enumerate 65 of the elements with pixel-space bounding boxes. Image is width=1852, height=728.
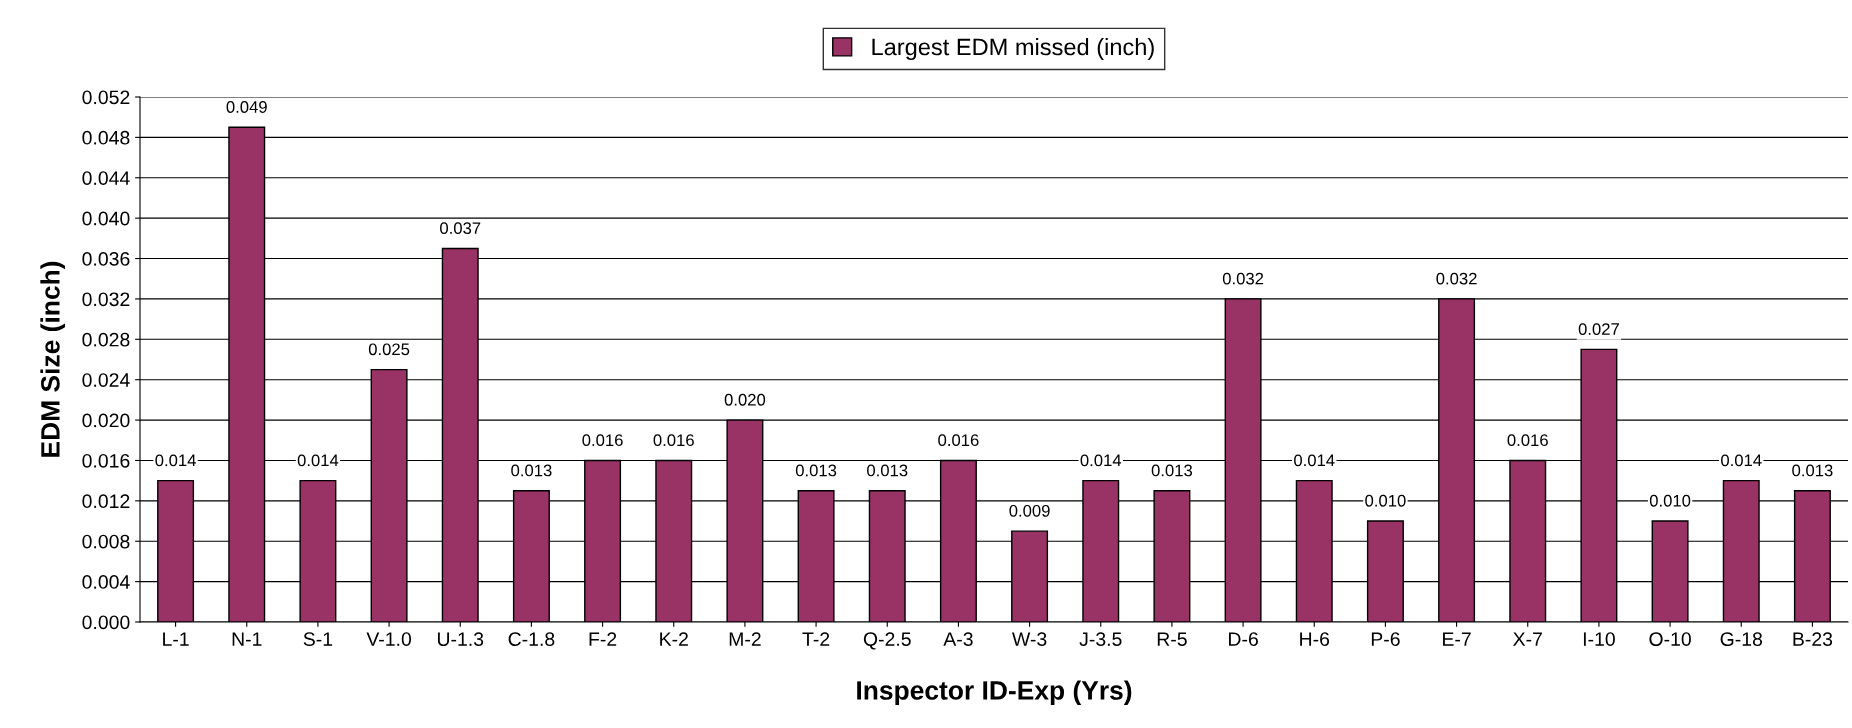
data-label: 0.013 bbox=[795, 464, 837, 477]
legend-label: Largest EDM missed (inch) bbox=[872, 37, 1154, 60]
data-label: 0.032 bbox=[1436, 272, 1477, 285]
data-label: 0.014 bbox=[1080, 454, 1122, 467]
data-label: 0.014 bbox=[155, 454, 196, 467]
x-tick-label: B-23 bbox=[1793, 632, 1833, 646]
data-label: 0.020 bbox=[724, 393, 766, 406]
y-tick-label: 0.000 bbox=[82, 615, 130, 630]
y-tick-label: 0.028 bbox=[82, 332, 130, 347]
x-tick-label: J-3.5 bbox=[1079, 632, 1122, 646]
x-tick-label: C-1.8 bbox=[508, 632, 555, 646]
x-tick-label: U-1.3 bbox=[437, 632, 484, 646]
x-tick-label: I-10 bbox=[1583, 632, 1615, 646]
data-label: 0.010 bbox=[1649, 494, 1691, 507]
x-axis-title: Inspector ID-Exp (Yrs) bbox=[857, 680, 1132, 705]
x-tick-label: M-2 bbox=[729, 632, 761, 646]
data-label: 0.013 bbox=[1792, 464, 1833, 477]
y-tick-label: 0.016 bbox=[82, 453, 130, 468]
y-tick-label: 0.032 bbox=[82, 292, 130, 307]
y-tick-label: 0.052 bbox=[82, 90, 130, 105]
data-label: 0.010 bbox=[1365, 494, 1406, 507]
data-label: 0.032 bbox=[1222, 272, 1264, 285]
y-tick-label: 0.024 bbox=[82, 373, 130, 387]
x-tick-label: G-18 bbox=[1720, 632, 1763, 646]
x-tick-label: H-6 bbox=[1300, 632, 1330, 646]
y-tick-label: 0.040 bbox=[82, 211, 130, 226]
y-tick-label: 0.044 bbox=[82, 171, 130, 186]
data-label: 0.016 bbox=[938, 434, 979, 447]
data-label: 0.025 bbox=[368, 343, 410, 356]
y-axis-title: EDM Size (inch) bbox=[40, 261, 65, 457]
y-tick-label: 0.036 bbox=[82, 252, 130, 266]
data-label: 0.016 bbox=[1507, 434, 1548, 447]
data-label: 0.013 bbox=[1151, 464, 1193, 477]
y-tick-label: 0.008 bbox=[82, 534, 130, 549]
x-tick-label: P-6 bbox=[1371, 632, 1400, 646]
x-tick-label: Q-2.5 bbox=[863, 632, 911, 650]
x-tick-label: S-1 bbox=[303, 632, 333, 646]
y-tick-label: 0.012 bbox=[82, 494, 130, 509]
data-label: 0.016 bbox=[582, 434, 623, 447]
x-tick-label: L-1 bbox=[163, 632, 189, 646]
x-tick-label: V-1.0 bbox=[366, 632, 412, 646]
x-tick-label: N-1 bbox=[232, 632, 262, 646]
x-tick-label: W-3 bbox=[1012, 632, 1047, 646]
y-tick-label: 0.004 bbox=[82, 575, 130, 589]
y-tick-label: 0.048 bbox=[82, 130, 130, 145]
data-label: 0.027 bbox=[1578, 323, 1619, 335]
x-tick-label: T-2 bbox=[802, 632, 830, 646]
x-tick-label: X-7 bbox=[1513, 632, 1542, 646]
data-label: 0.013 bbox=[511, 464, 552, 477]
x-tick-label: R-5 bbox=[1157, 632, 1187, 646]
y-tick-label: 0.020 bbox=[82, 413, 130, 428]
data-label: 0.009 bbox=[1009, 504, 1050, 517]
x-tick-label: D-6 bbox=[1229, 632, 1258, 646]
x-tick-label: O-10 bbox=[1649, 632, 1691, 646]
data-label: 0.013 bbox=[867, 464, 908, 477]
data-label: 0.016 bbox=[653, 434, 694, 447]
x-tick-label: A-3 bbox=[943, 632, 973, 646]
data-label: 0.014 bbox=[297, 454, 339, 467]
data-label: 0.014 bbox=[1721, 454, 1762, 467]
data-label: 0.049 bbox=[226, 101, 267, 113]
x-tick-label: F-2 bbox=[589, 632, 617, 646]
data-label: 0.014 bbox=[1294, 454, 1335, 467]
x-tick-label: K-2 bbox=[660, 632, 688, 646]
x-tick-label: E-7 bbox=[1443, 632, 1471, 646]
data-label: 0.037 bbox=[440, 222, 481, 235]
